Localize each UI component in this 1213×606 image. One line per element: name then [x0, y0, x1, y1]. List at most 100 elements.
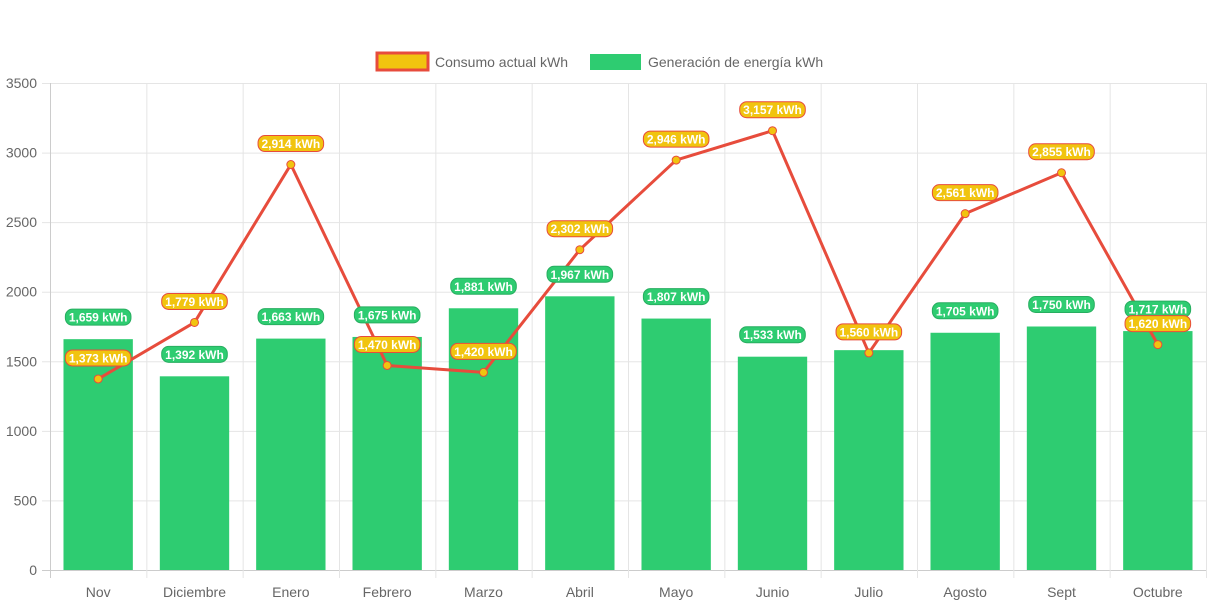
- x-tick-label: Diciembre: [163, 584, 226, 600]
- line-point[interactable]: [382, 360, 392, 370]
- line-data-label: 3,157 kWh: [739, 101, 806, 119]
- line-data-labels: 1,373 kWh 1,779 kWh 2,914 kWh 1,470 kWh 1,42…: [64, 101, 1192, 367]
- legend-item-generacion[interactable]: Generación de energía kWh: [590, 54, 823, 70]
- legend-item-consumo[interactable]: Consumo actual kWh: [375, 51, 568, 72]
- bar[interactable]: [63, 339, 133, 570]
- bar-data-label-text: 1,750 kWh: [1032, 298, 1091, 312]
- line-point[interactable]: [960, 209, 970, 219]
- line-data-label-text: 2,914 kWh: [261, 137, 320, 151]
- line-data-label-text: 1,373 kWh: [69, 351, 128, 365]
- bar-data-label-text: 1,392 kWh: [165, 348, 224, 362]
- line-data-label-box: [450, 342, 517, 360]
- bar-data-labels: 1,659 kWh 1,392 kWh 1,663 kWh 1,675 kWh 1,88…: [64, 265, 1192, 363]
- x-tick-label: Marzo: [464, 584, 503, 600]
- bar[interactable]: [834, 350, 904, 570]
- line-point[interactable]: [575, 245, 585, 255]
- line-data-label-box: [64, 349, 132, 367]
- line-data-label: 1,420 kWh: [450, 342, 517, 360]
- bar-series: [63, 296, 1193, 571]
- line-data-label-text: 1,470 kWh: [358, 338, 417, 352]
- legend-swatch-consumo: [375, 51, 430, 72]
- line-data-label-text: 1,779 kWh: [165, 295, 224, 309]
- bar[interactable]: [545, 296, 615, 570]
- bar-data-label-box: [931, 302, 999, 320]
- legend-swatch-generacion: [590, 54, 641, 70]
- legend-label-generacion: Generación de energía kWh: [648, 54, 823, 70]
- x-axis: Nov Diciembre Enero Febrero Marzo Abril Mayo Ju…: [86, 584, 1183, 600]
- x-tick-label: Sept: [1047, 584, 1076, 600]
- line-point[interactable]: [286, 160, 296, 170]
- bar-data-label-box: [1028, 296, 1095, 313]
- y-tick-label: 2000: [6, 284, 37, 300]
- bar-data-label: 1,807 kWh: [642, 288, 710, 306]
- line-data-label-box: [353, 335, 421, 353]
- bar-data-label-text: 1,675 kWh: [358, 308, 417, 322]
- x-tick-label: Nov: [86, 584, 111, 600]
- line-series: [93, 126, 1163, 384]
- bar[interactable]: [159, 376, 230, 570]
- line-point[interactable]: [864, 348, 874, 358]
- bar[interactable]: [1026, 326, 1097, 571]
- line-point[interactable]: [768, 126, 777, 136]
- bar[interactable]: [930, 332, 1000, 570]
- bar-data-label-text: 1,967 kWh: [550, 268, 609, 282]
- line-data-label-box: [931, 184, 999, 202]
- line-data-label-box: [546, 220, 614, 238]
- bar[interactable]: [256, 338, 326, 570]
- bar-data-label-text: 1,807 kWh: [647, 290, 706, 304]
- bar-data-label: 1,881 kWh: [450, 277, 517, 295]
- line-data-label: 1,373 kWh: [64, 349, 132, 367]
- line-point[interactable]: [1057, 168, 1066, 178]
- bar[interactable]: [1123, 331, 1193, 570]
- bar-data-label: 1,705 kWh: [931, 302, 999, 320]
- bar-data-label-box: [64, 308, 132, 326]
- x-tick-label: Julio: [854, 584, 883, 600]
- line-data-label-box: [161, 292, 228, 310]
- bar-data-label: 1,967 kWh: [546, 265, 614, 283]
- line-data-label: 2,302 kWh: [546, 220, 614, 238]
- line-data-label-box: [1124, 315, 1192, 333]
- bar-data-label-box: [353, 306, 421, 324]
- bar-data-label-box: [161, 345, 228, 363]
- x-tick-label: Mayo: [659, 584, 693, 600]
- bar[interactable]: [641, 318, 711, 570]
- line-data-label: 1,779 kWh: [161, 292, 228, 310]
- line-point[interactable]: [93, 374, 103, 384]
- x-tick-label: Enero: [272, 584, 310, 600]
- bar[interactable]: [737, 356, 808, 570]
- y-tick-label: 0: [29, 562, 37, 578]
- bar[interactable]: [352, 336, 422, 570]
- line-data-label-box: [1028, 143, 1095, 161]
- bar-data-label: 1,717 kWh: [1124, 300, 1192, 318]
- line-data-label: 2,914 kWh: [257, 135, 325, 153]
- line-data-label-text: 2,561 kWh: [936, 186, 995, 200]
- x-tick-label: Agosto: [943, 584, 987, 600]
- line-path: [97, 129, 1160, 381]
- line-data-label: 2,855 kWh: [1028, 143, 1095, 161]
- line-point[interactable]: [1153, 340, 1163, 350]
- x-tick-label: Junio: [756, 584, 790, 600]
- grid: [42, 83, 1207, 578]
- x-tick-label: Abril: [566, 584, 594, 600]
- bar-data-label-text: 1,663 kWh: [261, 310, 320, 324]
- bar-data-label-text: 1,717 kWh: [1128, 303, 1187, 317]
- line-data-label-box: [257, 135, 325, 153]
- legend: Consumo actual kWh Generación de energía…: [375, 51, 823, 72]
- line-data-label: 1,470 kWh: [353, 335, 421, 353]
- line-point[interactable]: [479, 367, 488, 377]
- line-point[interactable]: [671, 155, 681, 165]
- y-tick-label: 500: [14, 492, 38, 508]
- y-tick-label: 1000: [6, 423, 37, 439]
- y-tick-label: 2500: [6, 214, 37, 230]
- bar-data-label-text: 1,705 kWh: [936, 304, 995, 318]
- line-data-label: 1,560 kWh: [835, 323, 903, 341]
- line-data-label-text: 2,946 kWh: [647, 133, 706, 147]
- line-point[interactable]: [190, 317, 199, 327]
- y-tick-label: 3500: [6, 75, 37, 91]
- line-data-label-box: [739, 101, 806, 119]
- bar-data-label-box: [546, 265, 614, 283]
- bar-data-label: 1,750 kWh: [1028, 296, 1095, 313]
- line-data-label-text: 1,560 kWh: [839, 325, 898, 339]
- y-axis: 0 500 1000 1500 2000 2500 3000 3500: [6, 75, 37, 578]
